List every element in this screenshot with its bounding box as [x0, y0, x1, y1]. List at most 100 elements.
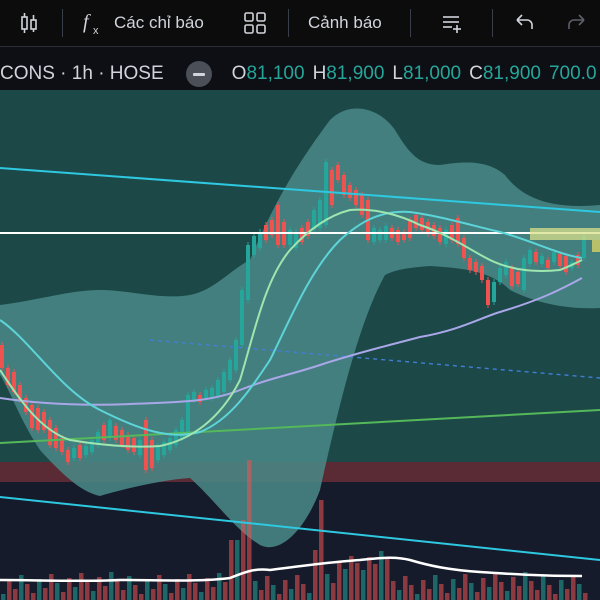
volume-bar [217, 573, 222, 600]
volume-bar [319, 500, 324, 600]
volume-value: 700.0 [548, 63, 597, 84]
volume-bar [211, 587, 216, 600]
volume-bar [337, 562, 342, 600]
volume-bar [529, 581, 534, 600]
high-value: 81,900 [326, 63, 385, 84]
volume-bar [145, 580, 150, 600]
grid-icon [244, 12, 266, 34]
volume-bar [289, 589, 294, 600]
volume-bar [271, 585, 276, 600]
chart-type-button[interactable] [18, 0, 40, 46]
toolbar-divider [492, 9, 493, 37]
volume-bar [163, 584, 168, 600]
support-trendline [0, 409, 600, 444]
volume-bar [481, 578, 486, 600]
list-plus-icon [443, 16, 461, 33]
ma-slow-line [0, 277, 583, 406]
volume-bar [355, 563, 360, 600]
volume-bar [517, 586, 522, 600]
volume-bar [475, 592, 480, 600]
hide-indicator-button[interactable] [185, 61, 212, 87]
volume-bar [199, 592, 204, 600]
volume-bar [37, 579, 42, 600]
alerts-button[interactable]: Cảnh báo [308, 0, 382, 46]
svg-text:x: x [93, 25, 99, 36]
volume-ma-line [0, 556, 583, 583]
volume-bar [325, 574, 330, 600]
volume-bar [121, 590, 126, 600]
volume-bar [313, 550, 318, 600]
volume-bar [31, 593, 36, 600]
volume-bar [361, 570, 366, 600]
volume-bar [559, 580, 564, 600]
volume-series [1, 460, 588, 600]
volume-bar [187, 574, 192, 600]
symbol-info[interactable]: CONS · 1h · HOSE [0, 63, 164, 84]
volume-bar [385, 558, 390, 600]
close-label: C [469, 63, 483, 84]
volume-bar [19, 575, 24, 600]
volume-bar [409, 585, 414, 600]
volume-bar [463, 574, 468, 600]
volume-bar [571, 575, 576, 600]
volume-bar [457, 588, 462, 600]
volume-bar [127, 576, 132, 600]
volume-bar [25, 584, 30, 600]
volume-bar [61, 592, 66, 600]
volume-bar [403, 576, 408, 600]
last-price-marker [592, 240, 600, 252]
volume-bar [49, 574, 54, 600]
volume-bar [43, 588, 48, 600]
replay-button[interactable] [440, 0, 464, 46]
volume-bar [307, 593, 312, 600]
volume-bar [109, 572, 114, 600]
volume-bar [205, 578, 210, 600]
volume-bar [169, 593, 174, 600]
volume-bar [523, 572, 528, 600]
volume-bar [295, 575, 300, 600]
volume-bar [553, 594, 558, 600]
resistance-zone [530, 228, 600, 240]
ma-mid-line [0, 210, 583, 436]
candlestick-icon [21, 13, 37, 33]
volume-bar [13, 589, 18, 600]
volume-bar [277, 594, 282, 600]
bollinger-cloud [0, 108, 600, 548]
redo-button[interactable] [565, 0, 589, 46]
symbol-legend: CONS · 1h · HOSE O 81,100 H 81,900 L 81,000… [0, 58, 597, 90]
volume-bar [349, 556, 354, 600]
volume-bar [577, 584, 582, 600]
volume-bar [229, 540, 234, 600]
volume-bar [97, 577, 102, 600]
volume-bar [511, 577, 516, 600]
volume-bar [157, 575, 162, 600]
volume-bar [373, 564, 378, 600]
indicators-button[interactable]: f x Các chỉ báo [80, 0, 204, 46]
layouts-button[interactable] [243, 0, 267, 46]
volume-bar [415, 594, 420, 600]
high-label: H [312, 63, 327, 84]
volume-bar [397, 590, 402, 600]
redo-icon [568, 14, 585, 29]
volume-bar [469, 583, 474, 600]
volume-bar [133, 585, 138, 600]
volume-bar [535, 590, 540, 600]
volume-bar [445, 593, 450, 600]
volume-bar [55, 583, 60, 600]
lower-trendline [0, 496, 600, 561]
volume-bar [115, 581, 120, 600]
volume-bar [253, 581, 258, 600]
toolbar-divider [62, 9, 63, 37]
volume-bar [151, 589, 156, 600]
open-label: O [231, 63, 247, 84]
open-value: 81,100 [246, 63, 305, 84]
undo-button[interactable] [512, 0, 536, 46]
volume-bar [1, 594, 6, 600]
volume-bar [301, 584, 306, 600]
volume-bar [427, 589, 432, 600]
price-chart[interactable] [0, 90, 600, 600]
volume-bar [85, 582, 90, 600]
close-value: 81,900 [482, 63, 541, 84]
svg-text:f: f [83, 11, 91, 33]
volume-bar [487, 587, 492, 600]
